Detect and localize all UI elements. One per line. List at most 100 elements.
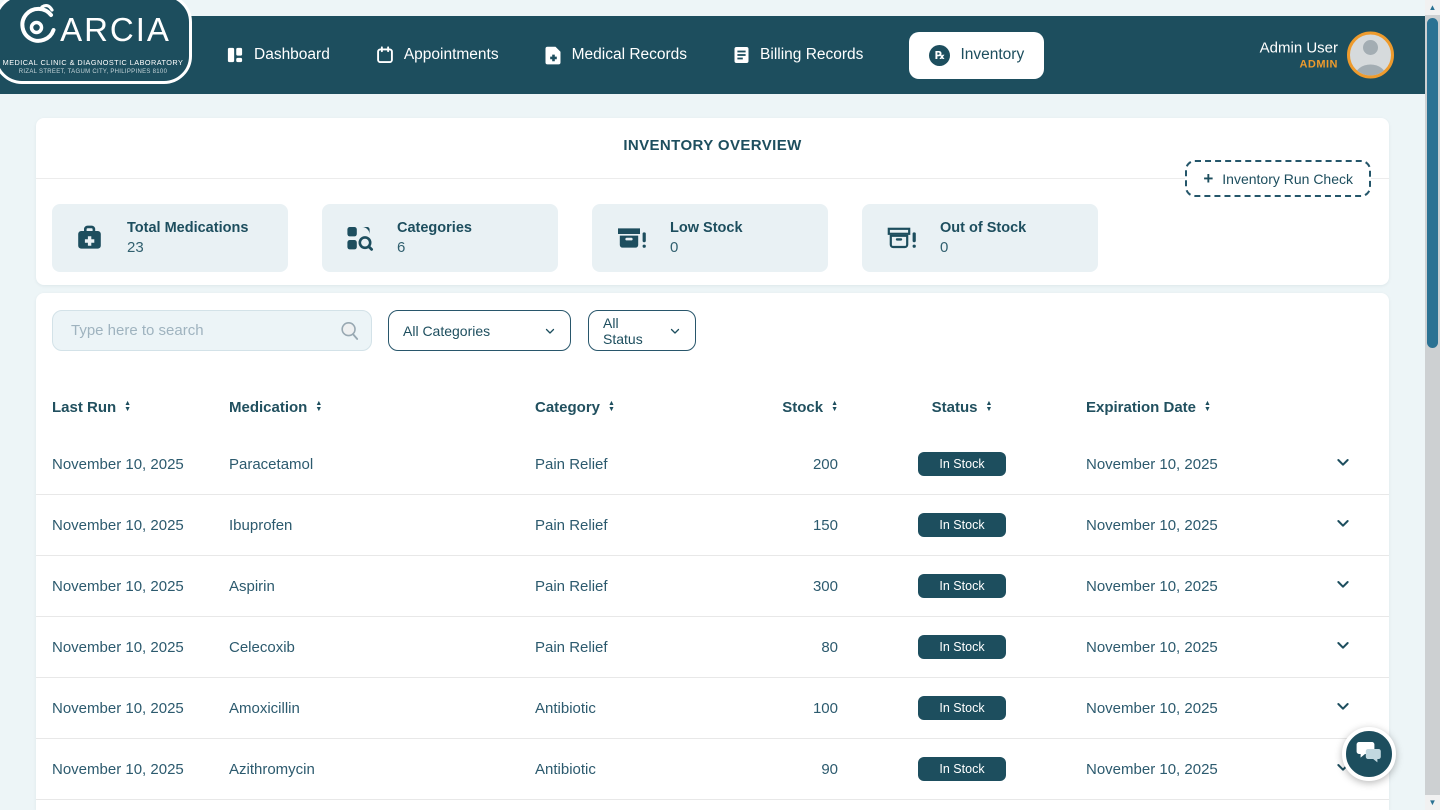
user-info: Admin User ADMIN bbox=[1260, 40, 1338, 71]
status-badge: In Stock bbox=[918, 757, 1006, 781]
avatar[interactable] bbox=[1347, 31, 1394, 79]
stat-label: Out of Stock bbox=[940, 220, 1027, 236]
user-menu[interactable]: Admin User ADMIN bbox=[1260, 31, 1394, 79]
sort-icon: ▲ ▼ bbox=[1204, 400, 1211, 413]
nav-item[interactable]: ℞ Inventory bbox=[909, 31, 1045, 79]
column-header-label: Category bbox=[535, 398, 601, 416]
cell-status: In Stock bbox=[838, 452, 1086, 476]
stat-card: Out of Stock 0 bbox=[862, 204, 1098, 272]
sort-icon: ▲ ▼ bbox=[315, 400, 323, 413]
cell-last-run: November 10, 2025 bbox=[52, 638, 184, 656]
row-expand-button[interactable] bbox=[1296, 576, 1389, 596]
column-header[interactable]: Medication ▲ ▼ bbox=[229, 399, 535, 416]
cell-category: Antibiotic bbox=[535, 760, 596, 778]
stat-icon bbox=[74, 223, 105, 253]
stat-value: 0 bbox=[670, 239, 679, 256]
search-box bbox=[52, 310, 372, 351]
column-header[interactable]: Expiration Date ▲ ▼ bbox=[1086, 399, 1296, 416]
sort-icon: ▲ ▼ bbox=[608, 400, 615, 413]
cell-expiration: November 10, 2025 bbox=[1086, 577, 1218, 595]
nav-item-label: Appointments bbox=[403, 46, 499, 63]
cell-category: Pain Relief bbox=[535, 638, 608, 656]
stat-label: Total Medications bbox=[127, 220, 249, 236]
inventory-run-check-button[interactable]: + Inventory Run Check bbox=[1185, 160, 1371, 197]
nav-item-icon bbox=[733, 46, 750, 64]
page-title: INVENTORY OVERVIEW bbox=[623, 137, 802, 154]
column-header[interactable]: Category ▲ ▼ bbox=[535, 399, 775, 416]
cell-last-run: November 10, 2025 bbox=[52, 760, 184, 778]
stat-icon bbox=[884, 223, 918, 253]
cell-expiration: November 10, 2025 bbox=[1086, 699, 1218, 717]
stat-label: Categories bbox=[397, 220, 472, 236]
chat-button[interactable] bbox=[1342, 727, 1396, 781]
user-role-badge: ADMIN bbox=[1299, 58, 1338, 71]
stat-value: 0 bbox=[940, 239, 949, 256]
cell-category: Pain Relief bbox=[535, 577, 608, 595]
nav-item[interactable]: Billing Records bbox=[733, 46, 863, 64]
cell-stock: 200 bbox=[812, 455, 838, 473]
category-filter-value: All Categories bbox=[403, 322, 491, 339]
inventory-run-check-label: Inventory Run Check bbox=[1222, 170, 1353, 187]
cell-expiration: November 10, 2025 bbox=[1086, 760, 1218, 778]
nav-item-icon bbox=[376, 46, 394, 64]
nav-item-label: Billing Records bbox=[760, 46, 864, 63]
nav-item[interactable]: Medical Records bbox=[545, 46, 687, 65]
scrollbar-thumb[interactable] bbox=[1427, 18, 1438, 348]
person-icon bbox=[1350, 35, 1391, 76]
table-body: November 10, 2025 Paracetamol Pain Relie… bbox=[36, 434, 1389, 810]
row-expand-button[interactable] bbox=[1296, 454, 1389, 474]
row-expand-button[interactable] bbox=[1296, 637, 1389, 657]
status-filter-select[interactable]: All Status bbox=[588, 310, 696, 351]
scrollbar[interactable]: ▲ ▼ bbox=[1425, 0, 1440, 810]
chevron-down-icon bbox=[669, 325, 681, 337]
cell-expiration: November 10, 2025 bbox=[1086, 638, 1218, 656]
brand-tagline: MEDICAL CLINIC & DIAGNOSTIC LABORATORY bbox=[2, 57, 184, 67]
nav-item-icon bbox=[545, 46, 562, 65]
cell-category: Pain Relief bbox=[535, 516, 608, 534]
nav-item-icon bbox=[226, 46, 244, 64]
chat-icon bbox=[1356, 739, 1383, 769]
row-expand-button[interactable] bbox=[1296, 698, 1389, 718]
cell-last-run: November 10, 2025 bbox=[52, 577, 184, 595]
stat-icon bbox=[614, 223, 648, 253]
column-header[interactable]: Last Run ▲ ▼ bbox=[52, 399, 229, 416]
top-navigation-bar: Dashboard Appointments Medical Records B… bbox=[0, 16, 1425, 94]
status-badge: In Stock bbox=[918, 635, 1006, 659]
nav-item[interactable]: Dashboard bbox=[226, 46, 330, 64]
cell-medication: Celecoxib bbox=[229, 638, 295, 656]
cell-expiration: November 10, 2025 bbox=[1086, 455, 1218, 473]
stat-card: Low Stock 0 bbox=[592, 204, 828, 272]
nav-item-icon: ℞ bbox=[929, 44, 951, 66]
category-filter-select[interactable]: All Categories bbox=[388, 310, 571, 351]
row-expand-button[interactable] bbox=[1296, 515, 1389, 535]
table-header-row: Last Run ▲ ▼ Medication ▲ ▼ Category ▲ ▼ St… bbox=[36, 393, 1389, 421]
table-row[interactable]: November 10, 2025 Paracetamol Pain Relie… bbox=[36, 434, 1389, 495]
table-row[interactable]: November 10, 2025 Celecoxib Pain Relief … bbox=[36, 617, 1389, 678]
nav-item[interactable]: Appointments bbox=[376, 46, 499, 64]
divider bbox=[36, 178, 1389, 179]
table-row[interactable]: November 10, 2025 Aspirin Pain Relief 30… bbox=[36, 556, 1389, 617]
cell-stock: 300 bbox=[812, 577, 838, 595]
table-row[interactable]: November 10, 2025 Amoxicillin Antibiotic… bbox=[36, 678, 1389, 739]
table-row[interactable]: November 10, 2025 Azithromycin Antibioti… bbox=[36, 739, 1389, 800]
column-header-label: Last Run bbox=[52, 398, 117, 416]
cell-medication: Ibuprofen bbox=[229, 516, 293, 534]
cell-medication: Paracetamol bbox=[229, 455, 314, 473]
plus-icon: + bbox=[1203, 169, 1214, 188]
search-input[interactable] bbox=[52, 310, 372, 351]
column-header[interactable]: Status ▲ ▼ bbox=[838, 399, 1086, 416]
scroll-down-arrow-icon[interactable]: ▼ bbox=[1425, 795, 1440, 810]
cell-stock: 100 bbox=[812, 699, 838, 717]
chevron-down-icon bbox=[544, 325, 556, 337]
cell-last-run: November 10, 2025 bbox=[52, 516, 184, 534]
column-header-label: Medication bbox=[229, 398, 308, 416]
scroll-up-arrow-icon[interactable]: ▲ bbox=[1425, 0, 1440, 15]
brand-address: RIZAL STREET, TAGUM CITY, PHILIPPINES 81… bbox=[18, 68, 168, 75]
chevron-down-icon bbox=[1335, 637, 1351, 657]
cell-stock: 150 bbox=[812, 516, 838, 534]
cell-status: In Stock bbox=[838, 757, 1086, 781]
brand-name: ARCIA bbox=[60, 11, 171, 48]
cell-expiration: November 10, 2025 bbox=[1086, 516, 1218, 534]
column-header[interactable]: Stock ▲ ▼ bbox=[775, 399, 838, 416]
table-row[interactable]: November 10, 2025 Ibuprofen Pain Relief … bbox=[36, 495, 1389, 556]
